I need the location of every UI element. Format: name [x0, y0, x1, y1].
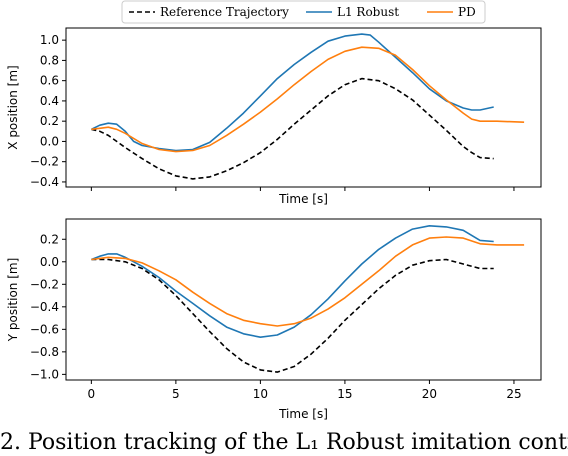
x-axis-title: Time [s] — [278, 192, 328, 206]
y-tick-label: 1.0 — [40, 33, 59, 47]
series-line-pd — [91, 236, 525, 327]
x-position-plot: −0.4 −0.2 0.0 0.2 0.4 0.6 0.8 1.0 Time [s] X posi… — [6, 27, 542, 206]
series-line-pd — [91, 46, 525, 153]
y-tick-label: −0.2 — [30, 277, 59, 291]
y-tick-label: 0.6 — [40, 74, 59, 88]
legend-label-reference-trajectory: Reference Trajectory — [160, 5, 289, 19]
x-axis-title: Time [s] — [278, 407, 328, 421]
legend-label-l1-robust: L1 Robust — [337, 5, 399, 19]
legend: Reference Trajectory L1 Robust PD — [121, 0, 486, 24]
y-tick-label: 0.0 — [40, 255, 59, 269]
y-tick-label: −1.0 — [30, 367, 59, 381]
y-tick-label: −0.8 — [30, 345, 59, 359]
y-tick-label: 0.8 — [40, 53, 59, 67]
plot-frame — [65, 218, 542, 381]
y-tick-label: 0.4 — [40, 94, 59, 108]
plot-frame — [65, 27, 542, 188]
legend-box — [121, 0, 486, 24]
y-tick-label: 0.2 — [40, 232, 59, 246]
x-tick-label: 10 — [253, 387, 268, 401]
series-line-l1-robust — [91, 225, 494, 338]
y-axis-title: X position [m] — [6, 65, 20, 149]
series-line-reference-trajectory — [91, 258, 494, 373]
x-tick-label: 25 — [506, 387, 521, 401]
figure-caption: 2. Position tracking of the L₁ Robust im… — [0, 430, 568, 455]
x-tick-label: 15 — [337, 387, 352, 401]
x-tick-label: 5 — [172, 387, 180, 401]
x-tick-label: 20 — [422, 387, 437, 401]
series-line-reference-trajectory — [91, 77, 494, 180]
y-tick-label: −0.2 — [30, 155, 59, 169]
legend-label-pd: PD — [458, 5, 476, 19]
y-position-plot: 0 5 10 15 20 25 −1.0 −0.8 −0.6 −0.4 −0.2 0.0 0.2 Time… — [6, 218, 542, 421]
y-tick-label: −0.4 — [30, 300, 59, 314]
series-line-l1-robust — [91, 33, 494, 152]
y-tick-label: −0.6 — [30, 322, 59, 336]
figure: Reference Trajectory L1 Robust PD −0.4 −0.2… — [6, 0, 542, 421]
y-tick-label: −0.4 — [30, 175, 59, 189]
y-tick-label: 0.2 — [40, 114, 59, 128]
y-axis-title: Y position [m] — [6, 258, 20, 343]
x-tick-label: 0 — [88, 387, 96, 401]
y-tick-label: 0.0 — [40, 134, 59, 148]
